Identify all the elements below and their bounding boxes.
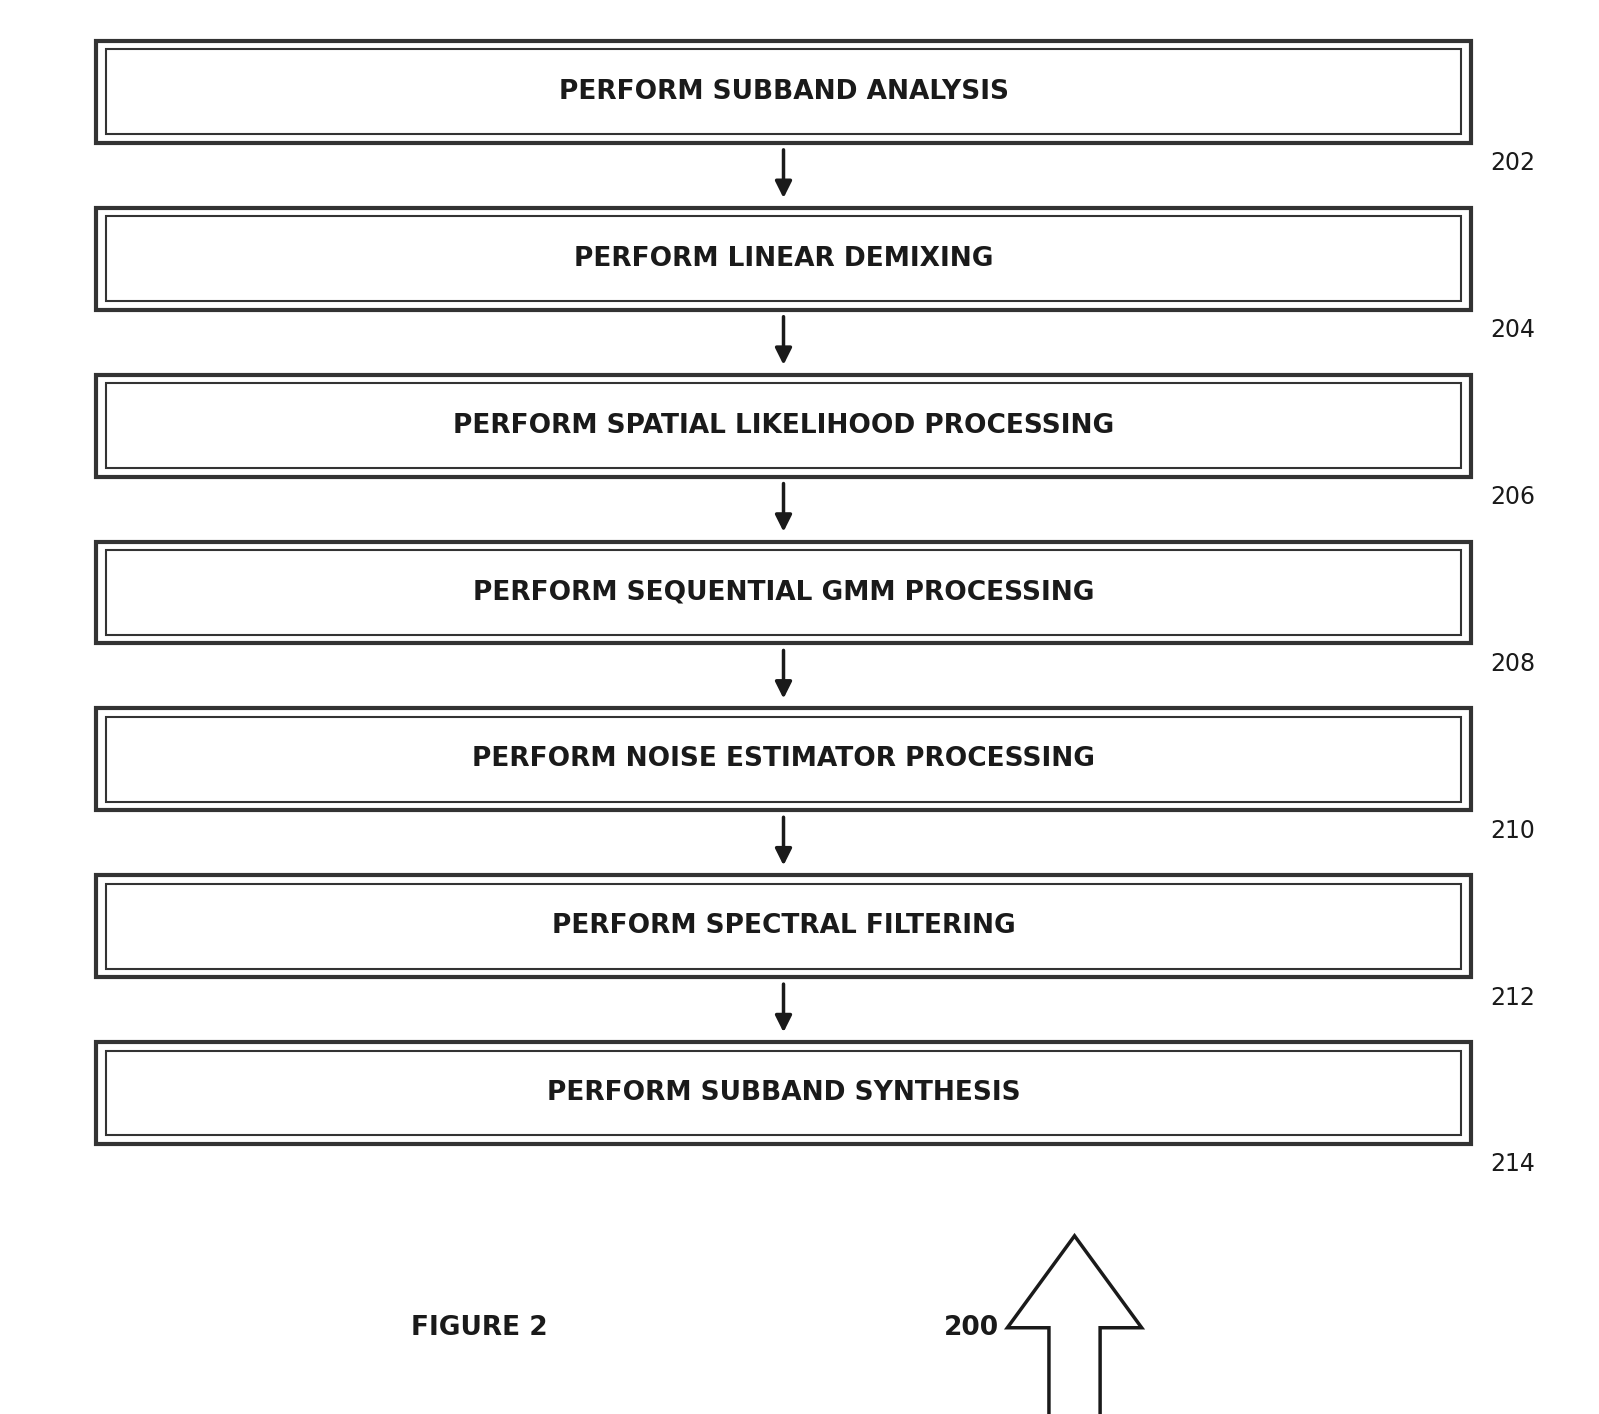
FancyBboxPatch shape xyxy=(96,208,1471,310)
Text: 210: 210 xyxy=(1490,819,1535,843)
Text: 214: 214 xyxy=(1490,1152,1535,1176)
FancyBboxPatch shape xyxy=(96,375,1471,477)
Text: PERFORM NOISE ESTIMATOR PROCESSING: PERFORM NOISE ESTIMATOR PROCESSING xyxy=(472,747,1095,772)
Text: PERFORM SPATIAL LIKELIHOOD PROCESSING: PERFORM SPATIAL LIKELIHOOD PROCESSING xyxy=(453,413,1115,438)
Text: PERFORM SUBBAND SYNTHESIS: PERFORM SUBBAND SYNTHESIS xyxy=(547,1080,1020,1106)
Text: PERFORM SEQUENTIAL GMM PROCESSING: PERFORM SEQUENTIAL GMM PROCESSING xyxy=(473,580,1094,605)
Text: FIGURE 2: FIGURE 2 xyxy=(411,1315,548,1340)
Text: 206: 206 xyxy=(1490,485,1535,509)
Text: 200: 200 xyxy=(945,1315,999,1340)
Text: 208: 208 xyxy=(1490,652,1535,676)
Text: 202: 202 xyxy=(1490,151,1535,175)
Text: 204: 204 xyxy=(1490,318,1535,342)
FancyBboxPatch shape xyxy=(96,542,1471,643)
Text: PERFORM SUBBAND ANALYSIS: PERFORM SUBBAND ANALYSIS xyxy=(558,79,1009,105)
FancyBboxPatch shape xyxy=(96,41,1471,143)
Text: PERFORM LINEAR DEMIXING: PERFORM LINEAR DEMIXING xyxy=(574,246,993,271)
FancyBboxPatch shape xyxy=(96,875,1471,977)
FancyBboxPatch shape xyxy=(96,1042,1471,1144)
Polygon shape xyxy=(1007,1236,1142,1414)
Text: PERFORM SPECTRAL FILTERING: PERFORM SPECTRAL FILTERING xyxy=(552,913,1015,939)
FancyBboxPatch shape xyxy=(96,708,1471,810)
Text: 212: 212 xyxy=(1490,986,1535,1010)
